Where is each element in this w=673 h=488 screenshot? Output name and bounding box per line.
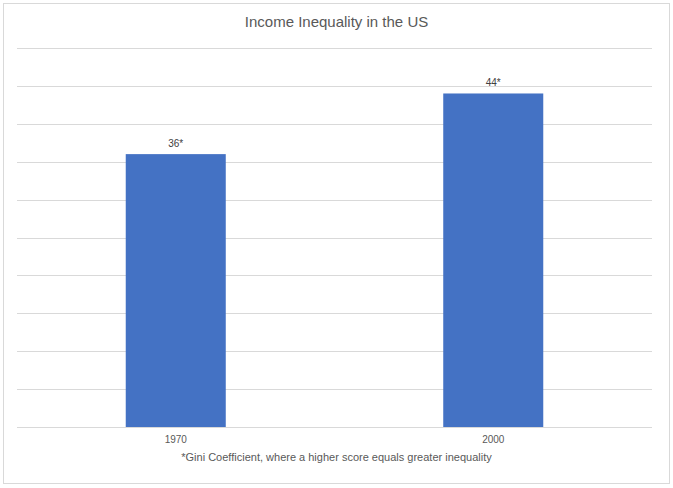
- chart-container: Income Inequality in the US 36* 44* 1970 200…: [0, 0, 673, 488]
- data-label: 44*: [486, 77, 501, 88]
- grid-line: [17, 427, 652, 428]
- grid-line: [17, 162, 652, 163]
- grid-line: [17, 48, 652, 49]
- chart-svg: Income Inequality in the US 36* 44* 1970 200…: [0, 0, 673, 488]
- grid-line: [17, 313, 652, 314]
- data-label: 36*: [168, 138, 183, 149]
- grid-line: [17, 200, 652, 201]
- grid-line: [17, 389, 652, 390]
- bar: [126, 154, 226, 427]
- bar: [443, 93, 543, 427]
- grid-line: [17, 275, 652, 276]
- x-axis-label: *Gini Coefficient, where a higher score …: [181, 451, 492, 463]
- grid-line: [17, 351, 652, 352]
- chart-title: Income Inequality in the US: [245, 13, 428, 30]
- chart-frame: [4, 4, 670, 484]
- grid-line: [17, 124, 652, 125]
- grid-line: [17, 86, 652, 87]
- grid-line: [17, 238, 652, 239]
- x-tick-label: 1970: [165, 434, 188, 445]
- x-axis-line: [17, 427, 652, 428]
- bars-group: [126, 93, 544, 427]
- x-tick-label: 2000: [482, 434, 505, 445]
